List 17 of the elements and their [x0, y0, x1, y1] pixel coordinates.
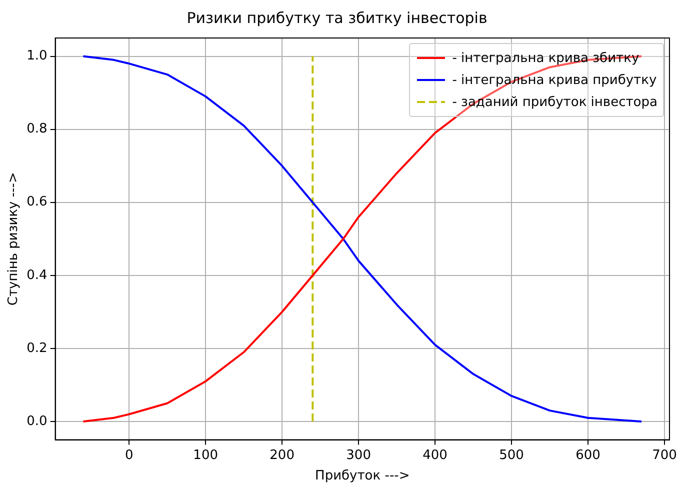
y-tick-label: 1.0	[26, 48, 48, 64]
x-tick-label: 300	[346, 448, 371, 463]
y-axis-title: Ступінь ризику --->	[6, 172, 22, 306]
y-tick-label: 0.6	[26, 194, 48, 210]
x-tick-label: 500	[499, 448, 524, 463]
y-tick-label: 0.4	[26, 268, 48, 283]
y-tick-label: 0.0	[26, 414, 48, 429]
x-axis-title: Прибуток --->	[315, 468, 410, 484]
x-tick-label: 700	[652, 448, 677, 463]
y-tick-label: 0.2	[26, 340, 48, 356]
x-tick-label: 0	[124, 448, 134, 463]
y-tick-label: 0.8	[26, 122, 48, 137]
x-tick-label: 400	[422, 448, 448, 463]
x-tick-label: 200	[270, 448, 294, 463]
x-tick-label: 600	[576, 448, 600, 463]
chart-title: Ризики прибутку та збитку інвесторів	[186, 8, 488, 27]
x-tick-label: 100	[193, 448, 218, 463]
